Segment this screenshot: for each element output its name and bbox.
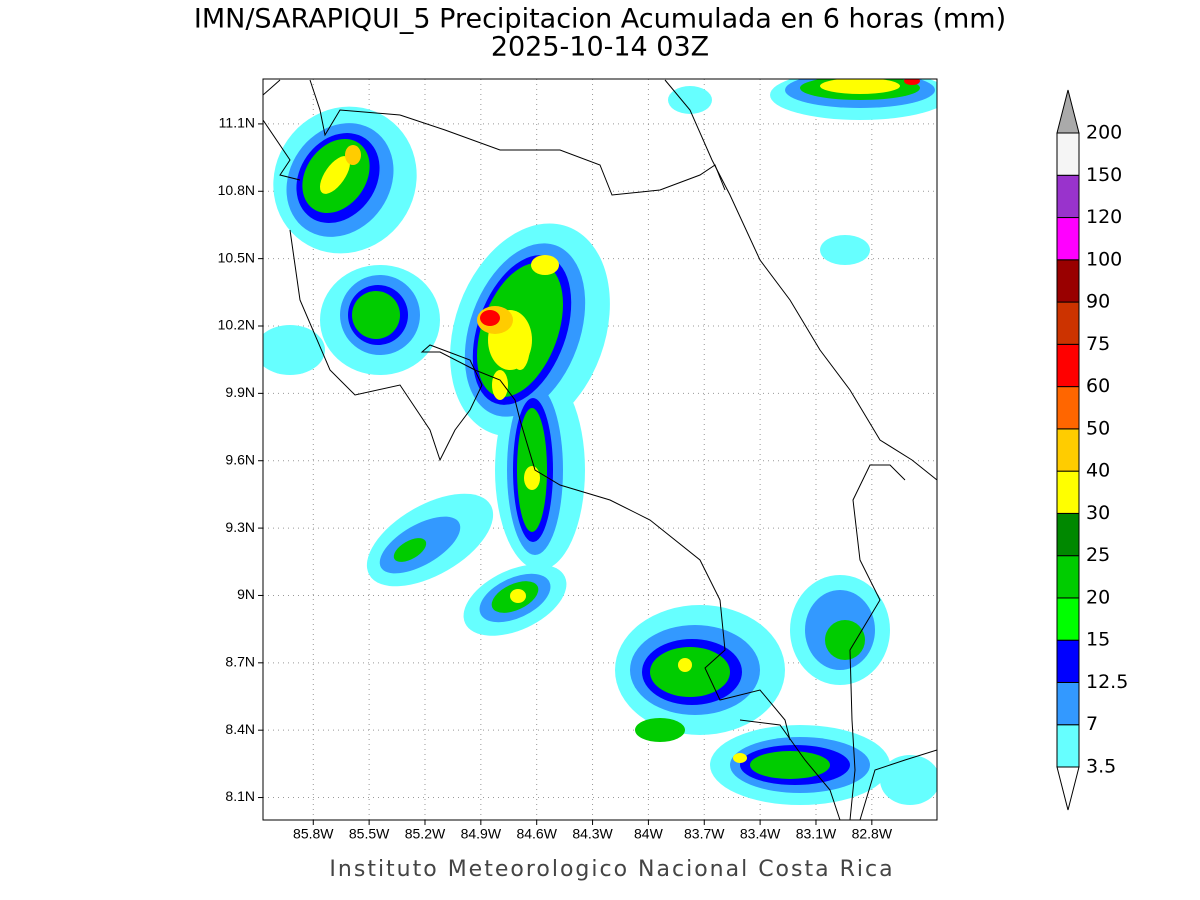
y-tick-label: 8.1N [225,788,255,804]
colorbar-label: 7 [1086,713,1098,735]
x-tick-label: 82.8W [852,826,893,842]
map-frame [262,78,938,821]
colorbar-label: 200 [1086,122,1122,144]
colorbar-segment [1056,639,1080,683]
colorbar-segment [1056,174,1080,219]
x-tick-label: 84.3W [572,826,613,842]
y-tick-label: 9.9N [225,384,255,400]
colorbar-segment [1056,681,1080,726]
colorbar-segment [1056,217,1080,261]
rain-red [480,79,920,326]
colorbar-high-triangle [1056,89,1080,134]
colorbar-segment [1056,555,1080,599]
pacific-coast [263,79,841,820]
x-tick-label: 84W [634,826,664,842]
x-tick-label: 83.4W [740,826,781,842]
lake-shore [263,79,401,181]
colorbar-label: 40 [1086,460,1110,482]
map-title: IMN/SARAPIQUI_5 Precipitacion Acumulada … [194,4,1006,35]
colorbar-label: 15 [1086,629,1110,651]
colorbar-segment [1056,724,1080,768]
colorbar-segment [1056,428,1080,472]
colorbar-segment [1056,470,1080,514]
y-tick-label: 9.6N [225,451,255,467]
colorbar-segment [1056,597,1080,641]
x-tick-label: 85.2W [405,826,446,842]
x-tick-label: 84.6W [516,826,557,842]
y-tick-label: 10.8N [218,182,255,198]
colorbar-label: 90 [1086,291,1110,313]
y-tick-label: 10.2N [218,317,255,333]
colorbar-label: 150 [1086,164,1122,186]
colorbar-label: 75 [1086,333,1110,355]
y-tick-label: 8.4N [225,721,255,737]
x-tick-label: 84.9W [461,826,502,842]
y-tick-label: 11.1N [219,115,255,131]
colorbar-label: 50 [1086,417,1110,439]
map-subtitle: 2025-10-14 03Z [491,32,709,63]
axis-ticks: 85.8W 85.5W 85.2W 84.9W 84.6W 84.3W 84W 83.7W 83… [218,115,893,842]
panama-border [849,464,937,820]
x-tick-label: 85.8W [293,826,334,842]
y-tick-label: 10.5N [218,249,255,265]
y-tick-label: 8.7N [225,654,255,670]
colorbar-label: 3.5 [1086,756,1116,778]
footer: Instituto Meteorologico Nacional Costa R… [329,857,894,882]
colorbar-label: 25 [1086,544,1110,566]
border-north [399,114,726,196]
colorbar-segment [1056,343,1080,388]
colorbar-label: 60 [1086,375,1110,397]
y-tick-label: 9N [237,586,255,602]
colorbar-segment [1056,386,1080,430]
colorbar-label: 120 [1086,206,1122,228]
colorbar-segment [1056,301,1080,345]
precipitation-field [263,79,937,805]
x-tick-label: 85.5W [349,826,390,842]
colorbar-segment [1056,259,1080,303]
coastlines [263,79,937,820]
colorbar-label: 100 [1086,248,1122,270]
x-tick-label: 83.7W [684,826,725,842]
caribbean-coast [664,79,937,481]
colorbar-label: 30 [1086,502,1110,524]
colorbar-segment [1056,132,1080,176]
colorbar-label: 12.5 [1086,671,1128,693]
grid [263,79,937,820]
colorbar-low-triangle [1056,766,1080,811]
colorbar-segment [1056,512,1080,557]
colorbar-label: 20 [1086,586,1110,608]
x-tick-label: 83.1W [796,826,837,842]
y-tick-label: 9.3N [225,519,255,535]
colorbar: 3.5 7 12.5 15 20 25 30 40 50 60 75 90 100 120 150 200 [1056,89,1128,811]
